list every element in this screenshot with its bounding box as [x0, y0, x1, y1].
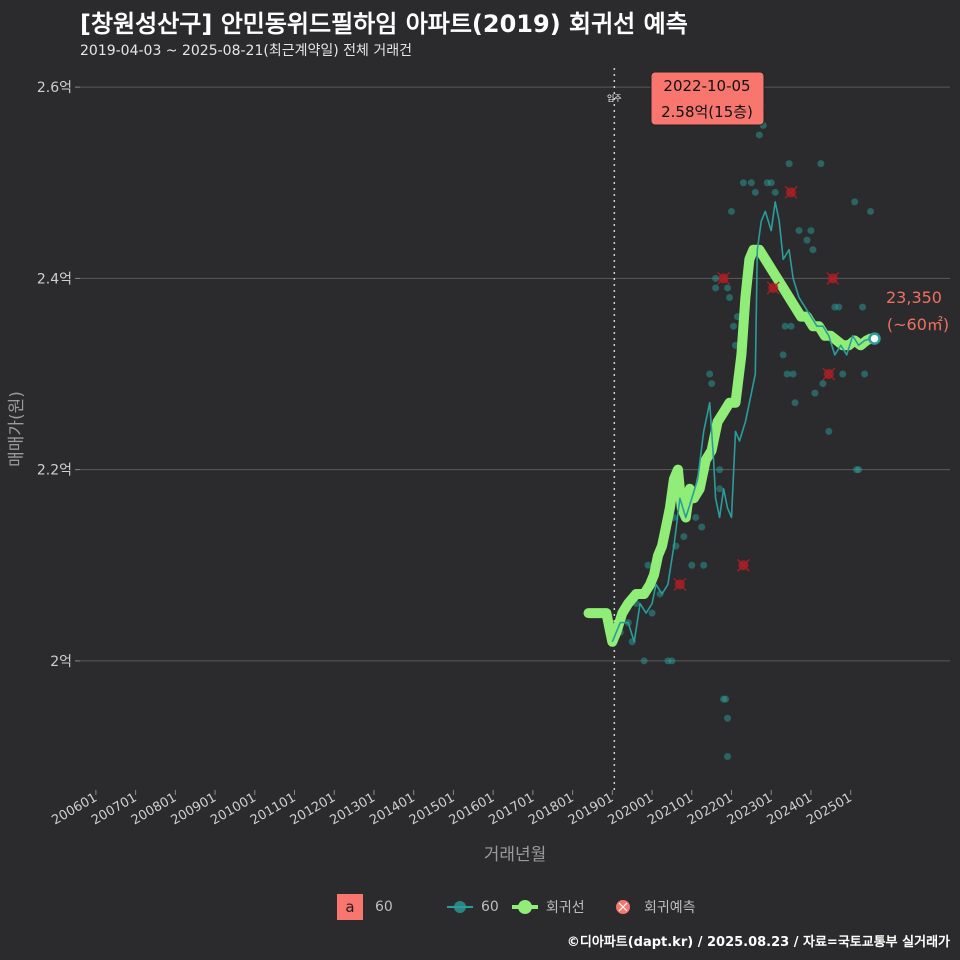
prediction-cross	[826, 271, 840, 285]
legend-label-letter: a	[337, 894, 363, 920]
chart-subtitle: 2019-04-03 ~ 2025-08-21(최근계약일) 전체 거래건	[80, 43, 412, 59]
scatter-point-60	[819, 380, 827, 388]
y-tick-label: 2억	[50, 654, 72, 670]
prediction-point	[717, 271, 730, 285]
prediction-cross	[717, 271, 730, 285]
prediction-cross	[784, 185, 798, 199]
latest-point-marker	[868, 332, 881, 345]
scatter-point-60	[807, 227, 815, 235]
scatter-point-60	[809, 246, 817, 254]
scatter-point-60	[783, 370, 791, 378]
scatter-point-60	[811, 389, 819, 397]
latest-value-label: 23,350	[886, 288, 942, 307]
scatter-point-60	[729, 322, 737, 330]
footer-credit: ©디아파트(dapt.kr) / 2025.08.23 / 자료=국토교통부 실…	[566, 935, 950, 950]
scatter-point-60	[644, 561, 652, 569]
prediction-cross	[673, 577, 687, 591]
scatter-point-60	[817, 160, 825, 168]
scatter-point-60	[803, 236, 811, 244]
prediction-point	[673, 577, 687, 591]
legend-regression-label: 회귀선	[546, 900, 585, 916]
legend-prediction-icon	[616, 900, 630, 914]
scatter-point-60	[698, 523, 706, 531]
scatter-point-60	[722, 695, 730, 703]
scatter-point-60	[724, 284, 732, 292]
legend-prediction-label: 회귀예측	[644, 900, 696, 916]
y-tick-label: 2.4억	[37, 271, 72, 287]
scatter-point-60	[825, 427, 833, 435]
chart-title: [창원성산구] 안민동위드필하임 아파트(2019) 회귀선 예측	[80, 10, 688, 38]
scatter-point-60	[867, 207, 875, 215]
scatter-point-60	[771, 188, 779, 196]
annotation-date: 2022-10-05	[663, 77, 750, 95]
prediction-cross	[737, 558, 750, 572]
regression-line	[583, 244, 876, 647]
scatter-point-60	[839, 370, 847, 378]
y-tick-label: 2.2억	[37, 463, 72, 479]
scatter-point-60	[791, 399, 799, 407]
scatter-point-60	[851, 198, 859, 206]
y-tick-label: 2.6억	[37, 80, 72, 96]
scatter-point-60	[781, 322, 789, 330]
prediction-point	[826, 271, 840, 285]
legend-60-icon	[447, 901, 473, 913]
scatter-point-60	[724, 714, 732, 722]
prediction-point	[737, 558, 750, 572]
scatter-point-60	[712, 284, 720, 292]
prediction-point	[822, 367, 836, 381]
scatter-point-60	[855, 466, 863, 474]
scatter-point-60	[859, 303, 867, 311]
annotation-value: 2.58억(15층)	[661, 103, 753, 121]
legend-item-prediction[interactable]: 회귀예측	[610, 893, 696, 921]
scatter-point-60	[708, 380, 716, 388]
scatter-point-60	[668, 657, 676, 665]
scatter-point-60	[785, 160, 793, 168]
scatter-point-60	[739, 179, 747, 187]
scatter-point-60	[755, 131, 763, 139]
legend-label-text: 60	[375, 899, 393, 915]
scatter-point-60	[779, 351, 787, 359]
scatter-point-60	[726, 294, 734, 302]
scatter-point-60	[724, 753, 732, 761]
scatter-point-60	[767, 179, 775, 187]
scatter-point-60	[680, 533, 688, 541]
scatter-point-60	[688, 561, 696, 569]
legend-item-60[interactable]: 60	[447, 893, 499, 921]
prediction-cross	[822, 367, 836, 381]
scatter-point-60	[861, 370, 869, 378]
legend-label-box: a 60	[337, 893, 393, 921]
legend-60-label: 60	[481, 899, 499, 915]
prediction-point	[766, 281, 780, 295]
annotation-box	[650, 71, 765, 126]
scatter-point-60	[795, 227, 803, 235]
latest-area-label: (~60㎡)	[887, 315, 949, 334]
legend: a 60 60 회귀선 회귀예측	[0, 893, 960, 921]
scatter-point-60	[789, 370, 797, 378]
scatter-point-60	[716, 485, 724, 493]
scatter-point-60	[716, 466, 724, 474]
scatter-point-60	[692, 513, 700, 521]
scatter-point-60	[640, 657, 648, 665]
scatter-point-60	[835, 303, 843, 311]
y-axis-title: 매매가(원)	[7, 391, 27, 467]
scatter-point-60	[712, 274, 720, 282]
prediction-cross	[766, 281, 780, 295]
legend-item-regression[interactable]: 회귀선	[512, 893, 585, 921]
scatter-point-60	[648, 609, 656, 617]
move-in-label: 입주	[607, 94, 622, 103]
prediction-point	[784, 185, 798, 199]
scatter-point-60	[706, 370, 714, 378]
legend-regression-icon	[512, 900, 538, 914]
line-60	[611, 201, 871, 643]
x-axis-title: 거래년월	[484, 845, 547, 865]
scatter-point-60	[747, 179, 755, 187]
x-tick-label: 202501	[804, 790, 854, 828]
scatter-point-60	[728, 207, 736, 215]
scatter-point-60	[751, 188, 759, 196]
scatter-point-60	[700, 561, 708, 569]
scatter-point-60	[787, 322, 795, 330]
